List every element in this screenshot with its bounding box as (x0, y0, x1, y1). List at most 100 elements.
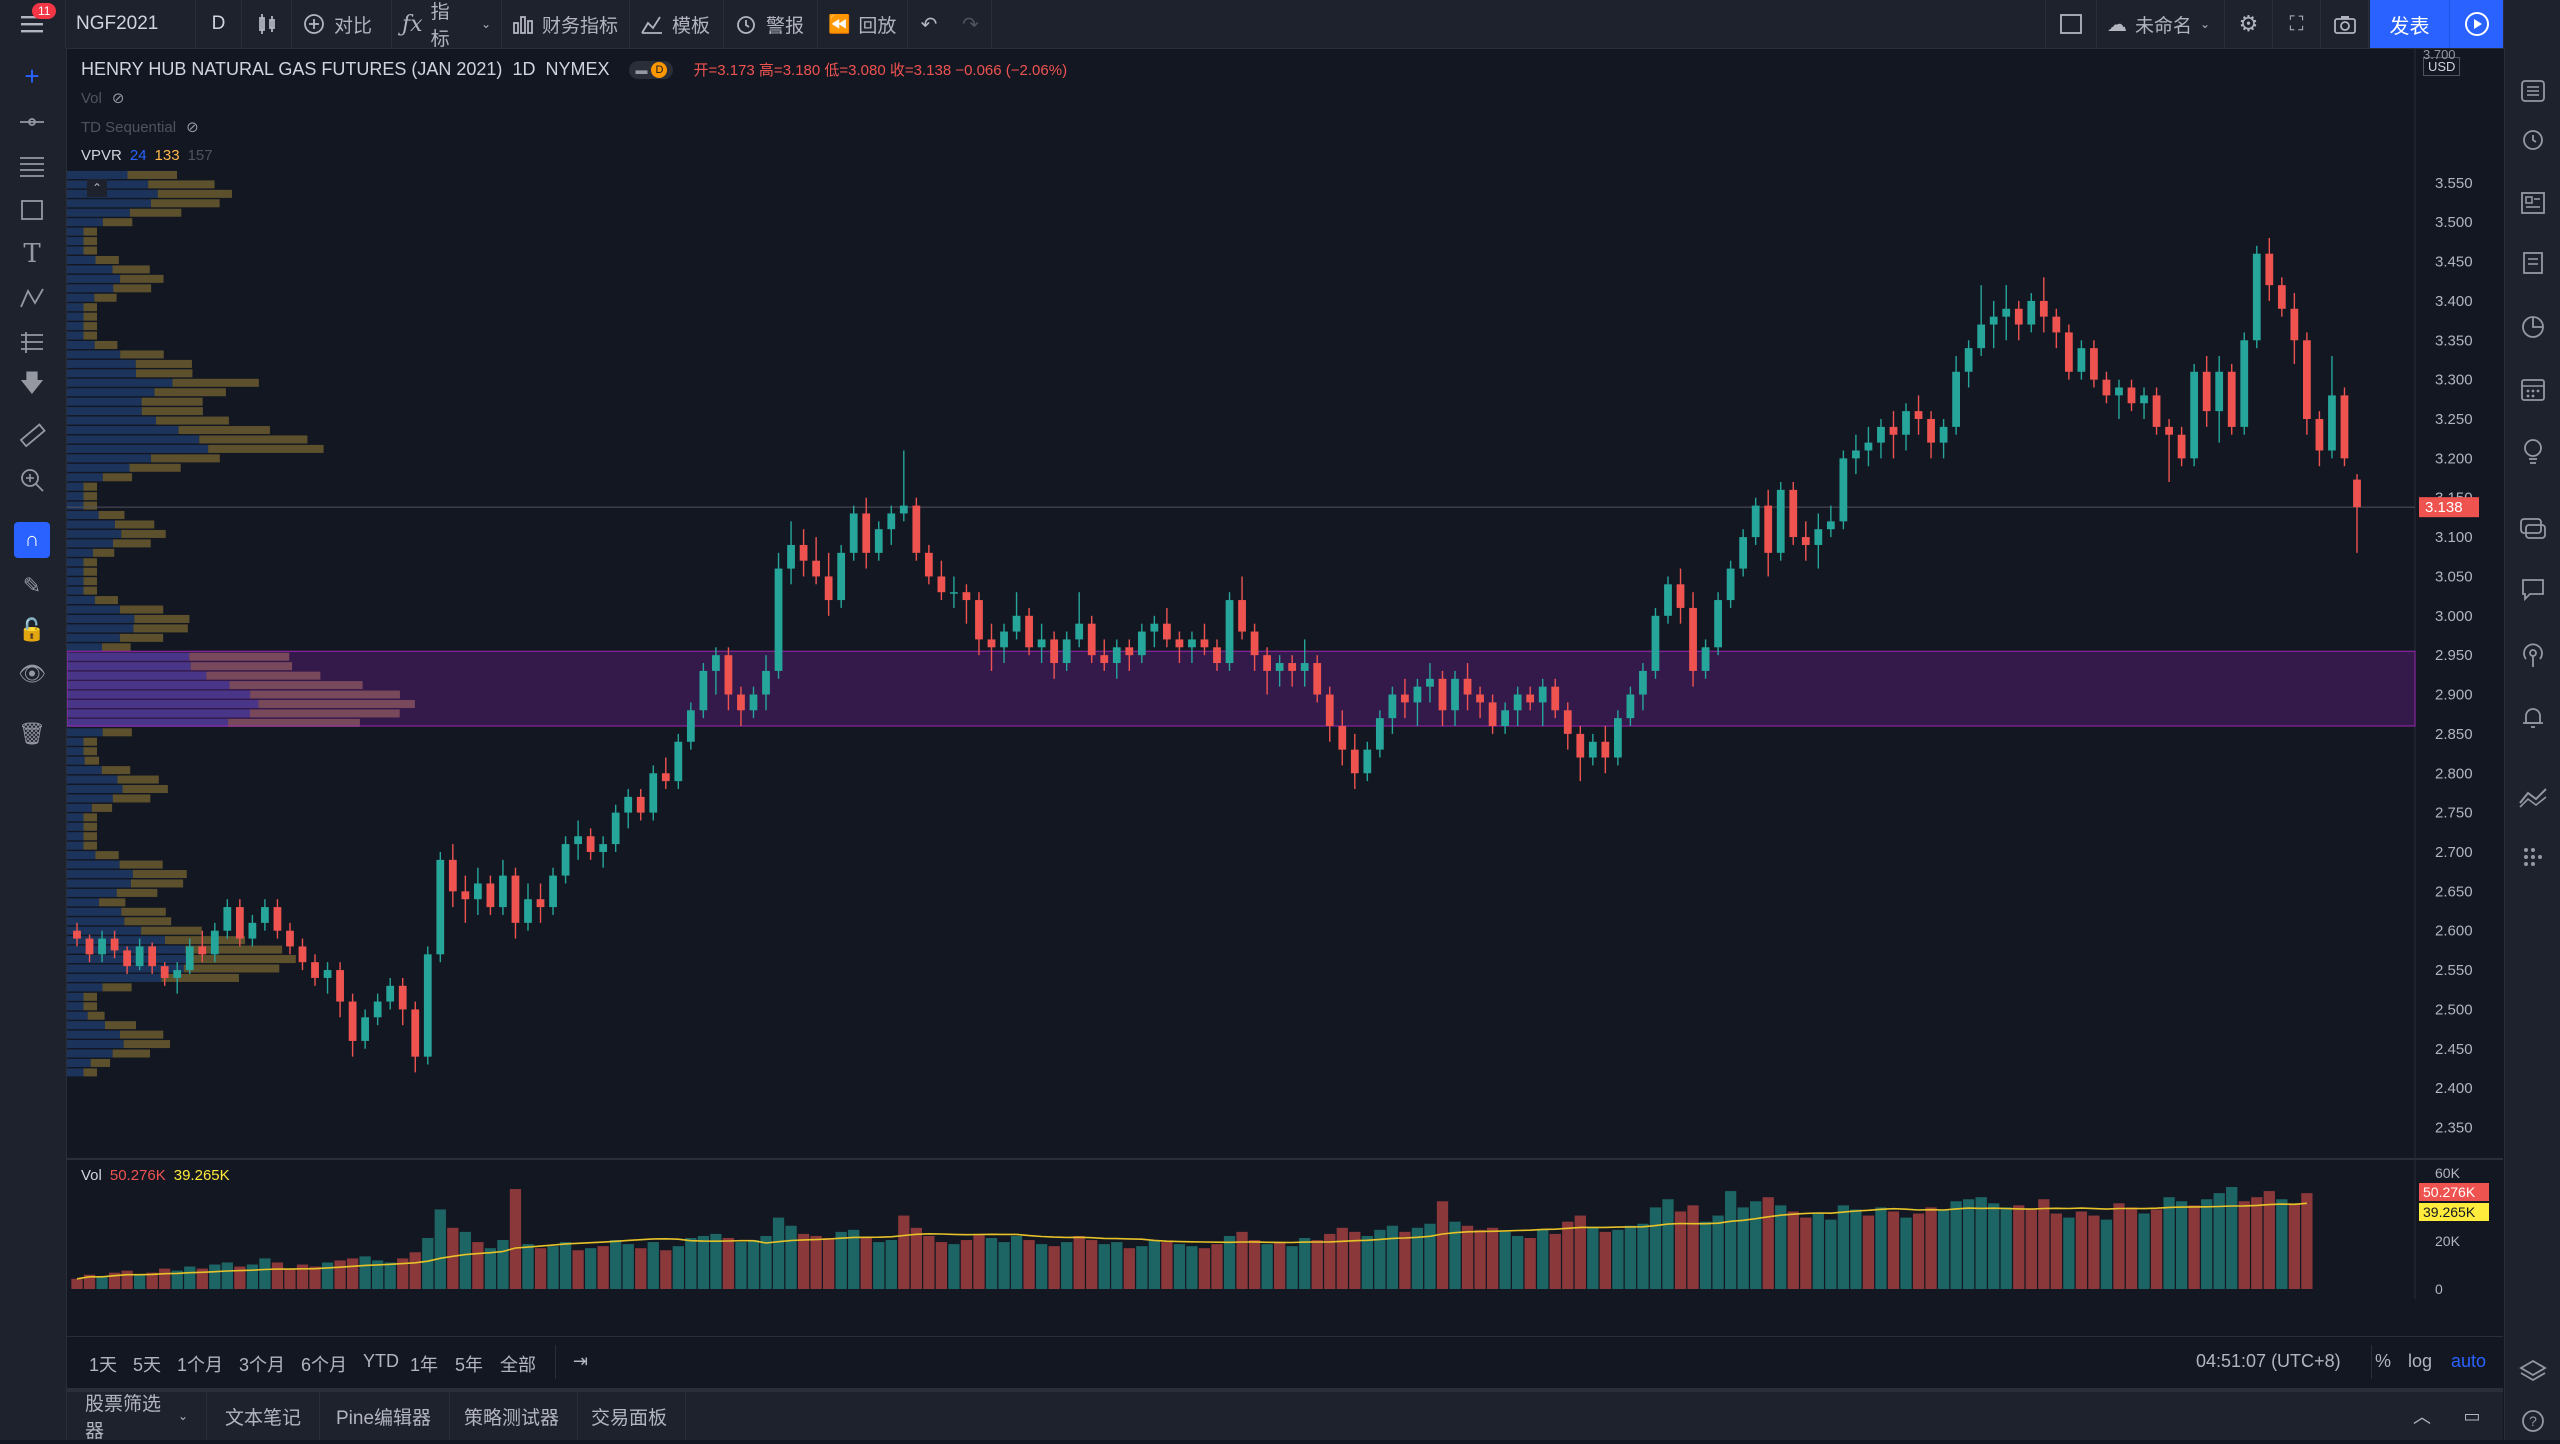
chart-pane[interactable]: 3.550 3.500 3.450 3.400 3.350 3.300 3.250 3.200… (67, 47, 2503, 1299)
templates-button[interactable]: 模板 (630, 0, 724, 48)
pie-chart-icon (2522, 316, 2544, 338)
alerts-panel-button[interactable] (2505, 116, 2560, 162)
volume-bar (797, 1233, 810, 1289)
volume-bar (196, 1268, 208, 1289)
log-toggle[interactable]: log (2408, 1351, 2433, 1371)
collapse-legend-button[interactable]: ⌃ (87, 179, 107, 197)
trend-line-tool[interactable] (0, 100, 64, 144)
tab-text-notes[interactable]: 文本笔记 (207, 1392, 321, 1440)
volume-bar (1599, 1231, 1611, 1289)
candle-body (110, 938, 119, 951)
vpvr-up-bar (67, 917, 125, 926)
layout-select-button[interactable] (2045, 0, 2097, 48)
range-5y[interactable]: 5年 (455, 1355, 484, 1375)
data-window-button[interactable] (2505, 180, 2560, 226)
indicators-button[interactable]: ƒx 指标 ⌄ (392, 0, 502, 50)
clock-label[interactable]: 04:51:07 (UTC+8) (2196, 1351, 2341, 1371)
range-3m[interactable]: 3个月 (239, 1355, 286, 1375)
shape-tool[interactable] (0, 188, 64, 232)
currency-label[interactable]: USD (2423, 57, 2461, 76)
text-tool[interactable]: T (0, 232, 64, 276)
candle-body (1025, 615, 1033, 648)
candle-body (2127, 387, 2136, 404)
arrow-down-tool[interactable]: 🡇 (0, 364, 64, 408)
price-axis-label: 3.050 (2435, 568, 2473, 585)
notifications-button[interactable] (2505, 694, 2560, 740)
auto-toggle[interactable]: auto (2451, 1351, 2487, 1371)
crosshair-tool[interactable]: + (0, 54, 64, 98)
price-chart[interactable]: 3.550 3.500 3.450 3.400 3.350 3.300 3.250 3.200… (67, 49, 2503, 1299)
alert-button[interactable]: 警报 (724, 0, 818, 48)
private-chats-button[interactable] (2505, 566, 2560, 612)
snapshot-button[interactable] (2321, 0, 2369, 48)
tab-stock-screener[interactable]: 股票筛选器 ⌄ (67, 1392, 207, 1442)
pattern-tool[interactable] (0, 276, 64, 320)
range-all[interactable]: 全部 (500, 1355, 536, 1375)
lock-drawing-tool[interactable]: ✎ (0, 564, 64, 608)
save-layout-button[interactable]: ☁ 未命名 ⌄ (2097, 0, 2225, 48)
ruler-tool[interactable] (0, 414, 64, 458)
vpvr-up-bar (67, 586, 84, 595)
replay-button[interactable]: ⏪ 回放 (818, 0, 908, 48)
volume-bar (184, 1266, 196, 1289)
compare-button[interactable]: 对比 (292, 0, 392, 48)
vpvr-down-bar (249, 709, 400, 718)
maximize-panel-button[interactable]: ▭ (2447, 1392, 2497, 1440)
fullscreen-button[interactable]: ⛶ (2273, 0, 2321, 48)
range-5d[interactable]: 5天 (133, 1355, 162, 1375)
calendar-button[interactable] (2505, 366, 2560, 412)
volume-bar (848, 1229, 860, 1289)
range-1y[interactable]: 1年 (410, 1355, 439, 1375)
range-1m[interactable]: 1个月 (177, 1355, 224, 1375)
vpvr-up-bar (67, 1040, 124, 1049)
vol-indicator-row[interactable]: Vol ⊘ (81, 89, 124, 108)
publish-play-button[interactable] (2450, 0, 2504, 48)
symbol-search-button[interactable]: NGF2021 (66, 0, 196, 48)
magnet-tool[interactable]: ∩ (0, 518, 64, 562)
volume-bar (1061, 1242, 1073, 1289)
ideas-button[interactable] (2505, 428, 2560, 474)
percent-toggle[interactable]: % (2375, 1351, 2392, 1371)
streams-button[interactable] (2505, 632, 2560, 678)
range-ytd[interactable]: YTD (363, 1351, 399, 1371)
td-indicator-row[interactable]: TD Sequential ⊘ (81, 118, 199, 137)
collapse-panel-button[interactable]: ︿ (2397, 1392, 2447, 1440)
delete-drawings-tool[interactable]: 🗑 (0, 712, 64, 756)
tab-trading-panel[interactable]: 交易面板 (573, 1392, 687, 1440)
range-1d[interactable]: 1天 (89, 1355, 118, 1375)
publish-button[interactable]: 发表 (2370, 0, 2450, 48)
tab-strategy-tester[interactable]: 策略测试器 (446, 1392, 579, 1440)
vpvr-up-bar (67, 388, 155, 397)
main-menu-button[interactable]: 11 (0, 0, 66, 48)
pie-button[interactable] (2505, 304, 2560, 350)
watchlist-button[interactable] (2505, 68, 2560, 114)
chart-type-button[interactable] (242, 0, 292, 48)
hide-drawings-tool[interactable]: 👁 (0, 652, 64, 696)
goto-date-button[interactable]: ⇥ (573, 1351, 588, 1372)
range-6m[interactable]: 6个月 (301, 1355, 348, 1375)
layers-button[interactable] (2505, 1348, 2560, 1394)
candle-body (2277, 285, 2286, 309)
undo-button[interactable]: ↶ (908, 0, 950, 48)
public-chats-button[interactable] (2505, 506, 2560, 552)
vpvr-indicator-row[interactable]: VPVR 24 133 157 (81, 147, 213, 164)
fib-tool[interactable] (0, 144, 64, 188)
hotlist-button[interactable] (2505, 240, 2560, 286)
redo-button[interactable]: ↷ (950, 0, 992, 48)
financials-button[interactable]: 财务指标 (502, 0, 630, 48)
help-button[interactable]: ? (2505, 1398, 2560, 1444)
vpvr-down-bar (104, 1021, 137, 1030)
price-axis-label: 2.750 (2435, 805, 2473, 822)
prediction-tool[interactable] (0, 320, 64, 364)
zoom-tool[interactable] (0, 458, 64, 502)
volume-bar (1374, 1229, 1386, 1289)
tab-pine-editor[interactable]: Pine编辑器 (318, 1392, 451, 1440)
order-panel-button[interactable] (2505, 774, 2560, 820)
vpvr-down-bar (185, 945, 283, 954)
interval-button[interactable]: D (196, 0, 242, 48)
lock-all-tool[interactable]: 🔓 (0, 608, 64, 652)
settings-button[interactable]: ⚙ (2225, 0, 2273, 48)
dom-button[interactable] (2505, 834, 2560, 880)
volume-bar (2000, 1207, 2012, 1289)
vpvr-down-bar (95, 255, 119, 264)
